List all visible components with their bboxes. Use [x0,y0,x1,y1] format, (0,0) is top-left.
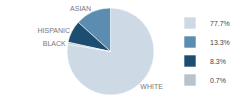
svg-text:HISPANIC: HISPANIC [38,27,71,34]
svg-text:WHITE: WHITE [140,83,163,90]
svg-text:BLACK: BLACK [43,40,66,47]
svg-text:8.3%: 8.3% [210,58,226,65]
svg-text:ASIAN: ASIAN [70,5,91,12]
svg-text:13.3%: 13.3% [210,39,230,46]
svg-text:0.7%: 0.7% [210,77,226,84]
svg-text:77.7%: 77.7% [210,20,230,27]
